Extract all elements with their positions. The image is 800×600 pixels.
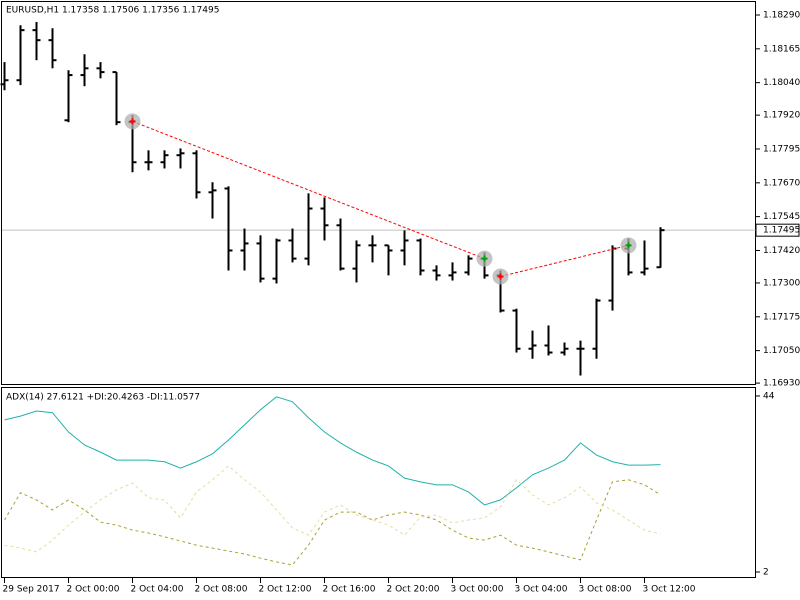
trade-marker-cross (481, 255, 488, 262)
y-tick-label: 44 (763, 391, 775, 401)
indicator-line (4, 479, 661, 566)
y-tick-label: 1.17300 (763, 278, 800, 288)
y-tick-label: 1.17420 (763, 246, 800, 256)
y-tick-label: 1.16930 (763, 379, 800, 389)
y-tick-label: 1.17795 (763, 144, 800, 154)
y-tick-label: 1.17050 (763, 346, 800, 356)
x-tick-label: 3 Oct 00:00 (451, 585, 504, 595)
trade-marker-cross (497, 273, 504, 280)
indicator-line (4, 396, 661, 506)
x-tick-label: 2 Oct 16:00 (323, 585, 376, 595)
x-tick-label: 2 Oct 12:00 (259, 585, 312, 595)
main-panel-border (1, 1, 756, 385)
y-tick-label: 1.18165 (763, 44, 800, 54)
y-tick-label: 1.18040 (763, 78, 800, 88)
x-tick-label: 3 Oct 08:00 (579, 585, 632, 595)
chart-title: EURUSD,H1 1.17358 1.17506 1.17356 1.1749… (6, 6, 219, 16)
y-tick-label: 1.18290 (763, 10, 800, 20)
current-price-box (755, 223, 800, 237)
x-tick-label: 3 Oct 04:00 (515, 585, 568, 595)
x-tick-label: 2 Oct 04:00 (131, 585, 184, 595)
trade-line (500, 244, 629, 277)
x-tick-label: 3 Oct 12:00 (643, 585, 696, 595)
current-price-label: 1.17495 (763, 226, 800, 236)
x-tick-label: 2 Oct 08:00 (195, 585, 248, 595)
trade-marker-cross (129, 118, 136, 125)
y-tick-label: 1.17175 (763, 312, 800, 322)
x-tick-label: 2 Oct 00:00 (67, 585, 120, 595)
trade-line (132, 120, 485, 260)
y-tick-label: 1.17545 (763, 212, 800, 222)
y-tick-label: 1.17670 (763, 178, 800, 188)
indicator-panel-border (1, 387, 756, 578)
y-tick-label: 1.17920 (763, 111, 800, 121)
indicator-title: ADX(14) 27.6121 +DI:20.4263 -DI:11.0577 (6, 393, 200, 403)
x-tick-label: 2 Oct 20:00 (387, 585, 440, 595)
y-tick-label: 2 (763, 568, 769, 578)
indicator-line (4, 465, 661, 553)
trade-marker-cross (625, 242, 632, 249)
x-tick-label: 29 Sep 2017 (3, 585, 60, 595)
